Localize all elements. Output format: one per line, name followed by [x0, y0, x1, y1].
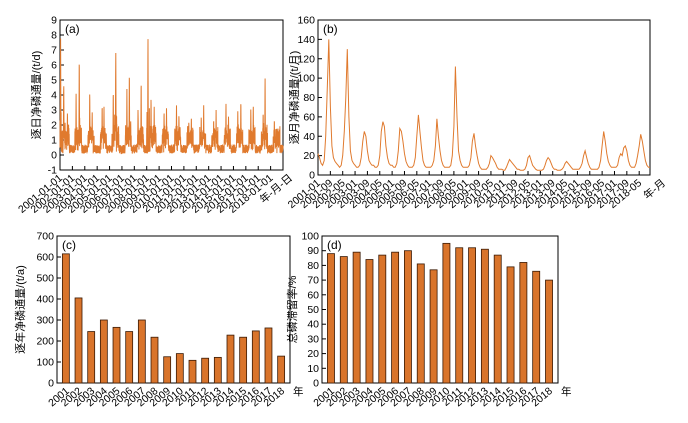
bar-2013: [213, 356, 222, 384]
y-tick-label: 40: [307, 319, 319, 331]
bar-2008: [150, 336, 159, 384]
bar-2001: [61, 253, 70, 384]
bar-2008: [416, 263, 425, 384]
x-axis-unit: 年-月: [641, 176, 668, 202]
bar-2004: [99, 319, 108, 384]
y-tick-label: -1: [48, 165, 57, 177]
y-tick-label: 10: [307, 363, 319, 375]
bar-2001: [327, 253, 335, 384]
y-axis-label: 逐月净磷通量/(t/月): [287, 51, 301, 145]
y-tick-label: 40: [303, 131, 315, 143]
bar-2012: [468, 247, 476, 384]
y-tick-label: 0: [48, 378, 54, 390]
panel-label: (b): [323, 22, 338, 36]
bar-2018: [545, 279, 553, 384]
y-axis-label: 逐日净磷通量/(t/d): [29, 51, 43, 140]
bar-2016: [251, 330, 260, 384]
bar-2007: [137, 319, 146, 384]
plot-frame: [56, 235, 291, 384]
panel-label: (a): [65, 22, 80, 36]
bar-2010: [442, 242, 451, 384]
panel-label: (c): [62, 238, 76, 252]
bar-2015: [506, 266, 515, 384]
bar-2014: [493, 254, 502, 384]
panel-label: (d): [327, 238, 342, 252]
y-tick-label: 100: [36, 357, 54, 369]
y-tick-label: 120: [297, 53, 315, 65]
bar-2005: [112, 326, 121, 384]
bar-2016: [519, 262, 528, 384]
y-axis-label: 总磷滞留率/%: [285, 275, 299, 343]
bar-2015: [239, 336, 248, 384]
y-tick-label: 100: [297, 73, 315, 85]
y-tick-label: 60: [303, 111, 315, 123]
y-tick-label: 1: [51, 135, 57, 147]
y-tick-label: 0: [313, 378, 319, 390]
y-tick-label: 200: [36, 336, 54, 348]
y-tick-label: 9: [51, 15, 57, 27]
y-tick-label: 90: [307, 245, 319, 257]
y-tick-label: 20: [303, 150, 315, 162]
bar-2004: [365, 259, 374, 384]
panel-c-annual-flux: 0100200300400500600700逐年净磷通量/(t/a)(c)200…: [13, 231, 304, 410]
x-axis-unit: 年: [561, 385, 572, 398]
y-tick-label: 20: [307, 348, 319, 360]
y-tick-label: 80: [303, 92, 315, 104]
y-tick-label: 70: [307, 275, 319, 287]
daily-flux-line: [59, 38, 284, 155]
y-tick-label: 0: [51, 150, 57, 162]
bar-2007: [404, 250, 412, 384]
y-tick-label: 500: [36, 273, 54, 285]
y-tick-label: 80: [307, 260, 319, 272]
y-tick-label: 160: [297, 15, 315, 27]
panel-a-daily-flux: -10123456789逐日净磷通量/(t/d)(a)2001-01-01200…: [16, 15, 295, 216]
bar-2012: [201, 357, 210, 384]
monthly-flux-line: [317, 39, 650, 171]
y-tick-label: 2: [51, 120, 57, 132]
y-tick-label: 700: [36, 231, 54, 243]
bar-2009: [163, 356, 172, 384]
bar-2014: [226, 334, 235, 384]
bar-2006: [391, 251, 400, 384]
y-tick-label: 140: [297, 34, 315, 46]
y-tick-label: 300: [36, 315, 54, 327]
y-tick-label: 50: [307, 304, 319, 316]
panel-b-monthly-flux: 020406080100120140160逐月净磷通量/(t/月)(b)2001…: [286, 15, 668, 212]
y-tick-label: 6: [51, 60, 57, 72]
bar-2018: [277, 355, 286, 384]
bar-2003: [87, 331, 96, 384]
bar-2017: [532, 270, 541, 384]
bar-2003: [352, 251, 361, 384]
bar-2002: [74, 297, 83, 384]
y-tick-label: 100: [301, 231, 319, 243]
y-tick-label: 5: [51, 75, 57, 87]
y-tick-label: 60: [307, 289, 319, 301]
bar-2009: [429, 269, 438, 384]
panel-d-retention-rate: 0102030405060708090100总磷滞留率/%(d)20012002…: [285, 231, 572, 410]
y-tick-label: 0: [309, 170, 315, 182]
y-tick-label: 30: [307, 333, 319, 345]
bar-2011: [455, 247, 464, 384]
bar-2002: [339, 256, 348, 384]
y-tick-label: 4: [51, 90, 57, 102]
bar-2011: [188, 359, 197, 384]
y-axis-label: 逐年净磷通量/(t/a): [13, 265, 27, 354]
bar-2005: [378, 254, 387, 384]
y-tick-label: 3: [51, 105, 57, 117]
y-tick-label: 600: [36, 252, 54, 264]
y-tick-label: 8: [51, 30, 57, 42]
x-axis-unit: 年: [293, 385, 304, 398]
y-tick-label: 7: [51, 45, 57, 57]
bar-2010: [175, 353, 184, 384]
bar-2006: [125, 331, 134, 384]
y-tick-label: 400: [36, 294, 54, 306]
bar-2013: [480, 248, 489, 384]
bar-2017: [264, 327, 273, 384]
